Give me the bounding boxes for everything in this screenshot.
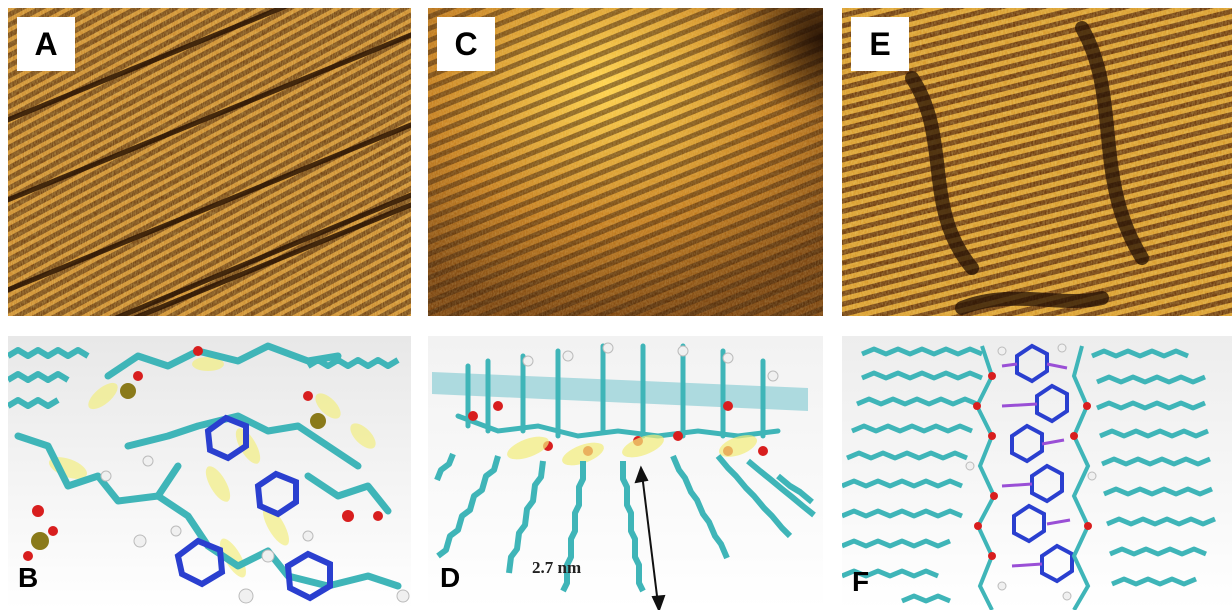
length-measurement-label: 2.7 nm [532,558,582,577]
stm-panel-c: C [428,8,823,316]
stm-panel-a: A [8,8,411,316]
molecular-model-d [428,336,823,610]
panel-label-f: F [852,566,870,597]
model-panel-d: D 2.7 nm [428,336,823,610]
stm-image-a [8,8,411,316]
translucent-plane [432,372,808,411]
stm-panel-e: E [842,8,1232,316]
length-arrow [634,465,666,610]
model-panel-b: B [8,336,411,610]
molecular-model-b [8,336,411,610]
stm-image-e [842,8,1232,316]
model-panel-f: F [842,336,1232,610]
panel-label-b: B [18,562,39,593]
panel-label-e: E [851,17,909,71]
panel-label-d: D [440,562,461,593]
panel-label-c: C [437,17,495,71]
panel-label-a: A [17,17,75,71]
molecular-model-f [842,336,1232,610]
